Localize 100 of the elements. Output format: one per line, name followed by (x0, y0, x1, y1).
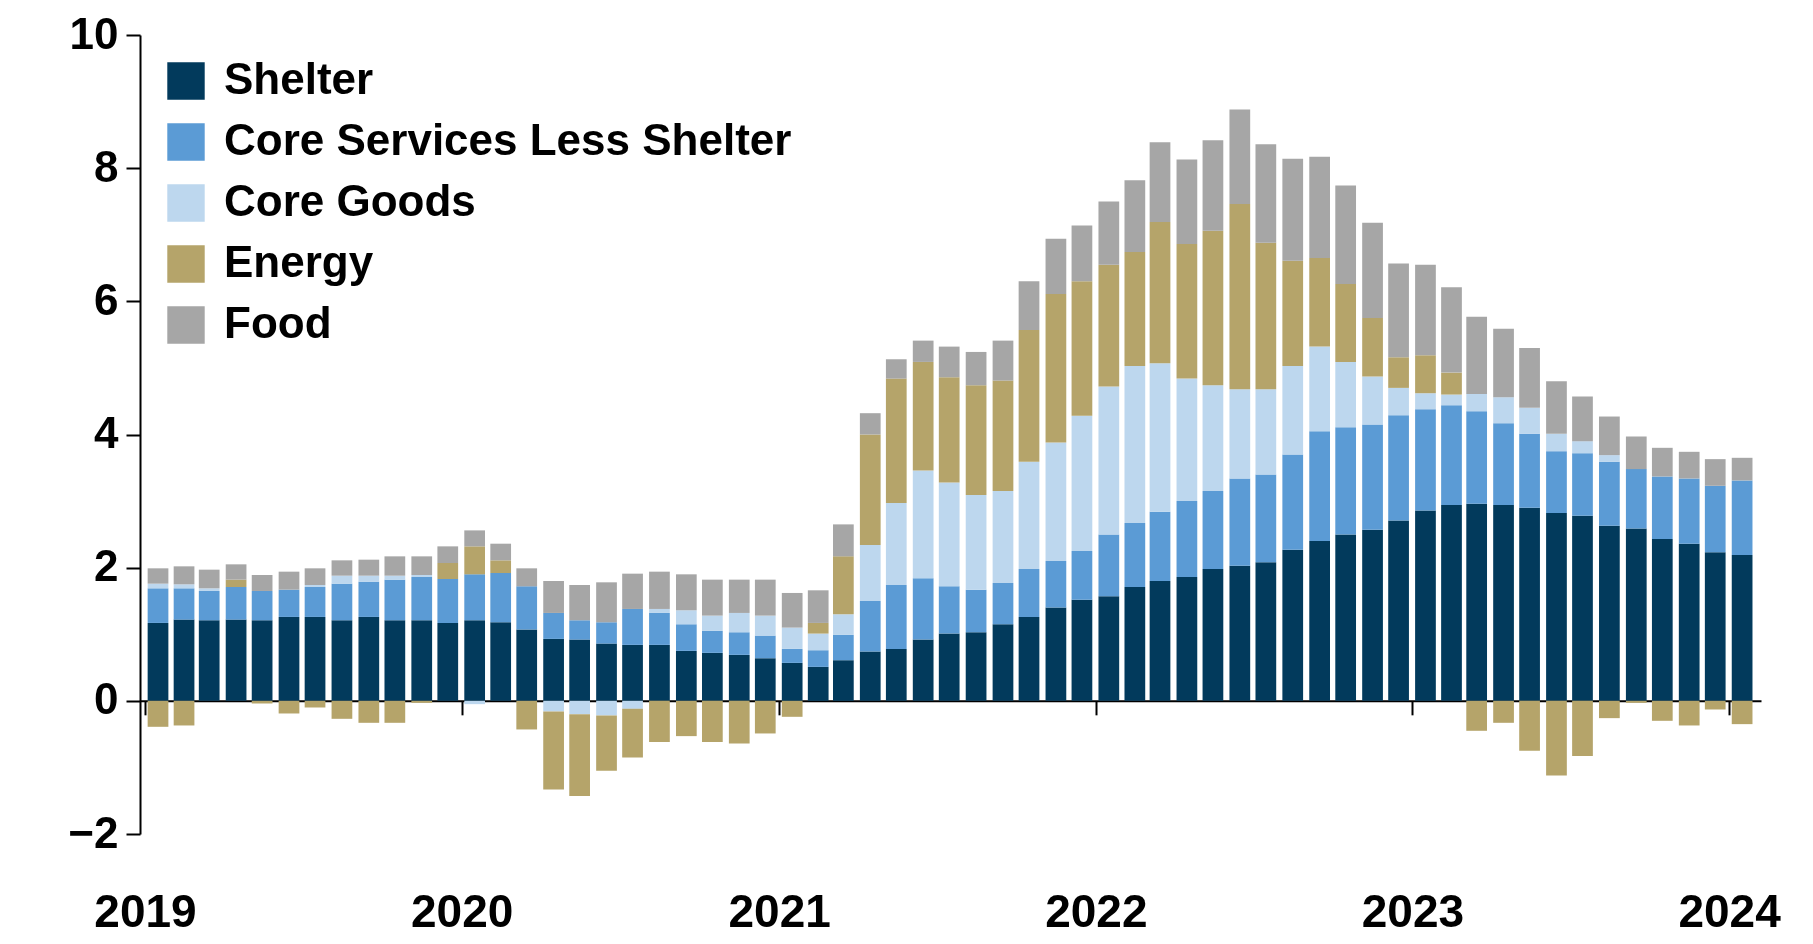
bar (1493, 700, 1514, 723)
bar (1731, 555, 1753, 701)
bar (1045, 442, 1067, 562)
bar (1493, 423, 1514, 506)
bar (912, 361, 934, 471)
bar (1149, 363, 1171, 512)
bar (1255, 389, 1277, 475)
bar (1362, 222, 1383, 318)
legend-label: Food (224, 298, 332, 347)
bar (675, 610, 697, 625)
bar (781, 592, 803, 628)
bar (516, 629, 538, 701)
bar (675, 574, 697, 611)
bar (358, 616, 380, 701)
bar (965, 351, 987, 386)
bar (516, 586, 538, 630)
bar (1546, 513, 1567, 701)
bar (912, 578, 934, 640)
bar (411, 700, 433, 703)
bar (1441, 394, 1462, 406)
bar (1176, 378, 1198, 502)
bar (1546, 451, 1567, 514)
bar (198, 620, 220, 701)
bar (1678, 543, 1700, 701)
bar (675, 700, 697, 737)
bar (675, 650, 697, 701)
bar (1149, 511, 1171, 581)
bar (1466, 393, 1488, 412)
bar (173, 700, 195, 726)
bar (1071, 599, 1093, 701)
bar (1678, 700, 1700, 726)
x-tick-label: 2021 (728, 884, 831, 937)
bar (1149, 580, 1171, 701)
bar (1388, 520, 1409, 701)
bar (304, 616, 326, 701)
bar (754, 579, 776, 616)
bar (1599, 461, 1620, 526)
bar (1572, 515, 1593, 701)
bar (1651, 476, 1673, 540)
bar (622, 708, 643, 758)
bar (225, 579, 247, 587)
bar (1388, 263, 1409, 358)
bar (1202, 385, 1224, 492)
bar (1202, 569, 1224, 701)
bar (1546, 433, 1567, 452)
bar (251, 574, 273, 591)
bar (1335, 534, 1357, 701)
bar (1045, 607, 1067, 701)
bar (1625, 528, 1647, 701)
bar (358, 559, 380, 576)
bar (464, 700, 486, 705)
bar (147, 568, 169, 584)
bar (1045, 294, 1067, 443)
bar (464, 620, 486, 701)
bar (543, 711, 564, 790)
bar (754, 658, 776, 701)
bar (411, 576, 433, 621)
bar (1071, 225, 1093, 282)
bar (1415, 264, 1436, 356)
bar (1415, 409, 1436, 511)
bar (965, 632, 987, 701)
bar (1651, 539, 1673, 701)
bar (1071, 281, 1093, 416)
bar (1098, 534, 1120, 597)
bar (1018, 281, 1040, 330)
bar (1309, 346, 1330, 432)
bar (1176, 244, 1198, 379)
bar (1149, 222, 1171, 364)
bar (198, 590, 220, 621)
y-tick-label: 6 (94, 274, 119, 324)
y-tick-label: 0 (94, 674, 119, 724)
bar (490, 543, 512, 561)
bar (702, 652, 723, 701)
y-tick-label: 4 (94, 408, 120, 457)
bar (1572, 441, 1593, 454)
bar (702, 579, 723, 616)
bar (1018, 569, 1040, 617)
bar (1519, 700, 1540, 751)
bar (833, 524, 854, 557)
bar (912, 639, 934, 701)
bar (1441, 287, 1462, 373)
bar (728, 579, 750, 613)
bar (1202, 230, 1224, 386)
bar (569, 620, 590, 640)
bar (331, 700, 353, 719)
bar (833, 634, 854, 661)
bar (1335, 284, 1357, 362)
bar (251, 620, 273, 701)
bar (147, 622, 169, 701)
bar (992, 491, 1014, 583)
bar (1098, 201, 1120, 265)
bar (1731, 480, 1753, 556)
legend-label: Shelter (224, 54, 374, 103)
bar (1124, 180, 1146, 253)
bar (173, 588, 195, 620)
bar (278, 616, 300, 701)
x-tick-label: 2020 (410, 884, 514, 937)
bar (1519, 507, 1540, 701)
bar (1362, 529, 1383, 701)
bar (1362, 376, 1383, 425)
